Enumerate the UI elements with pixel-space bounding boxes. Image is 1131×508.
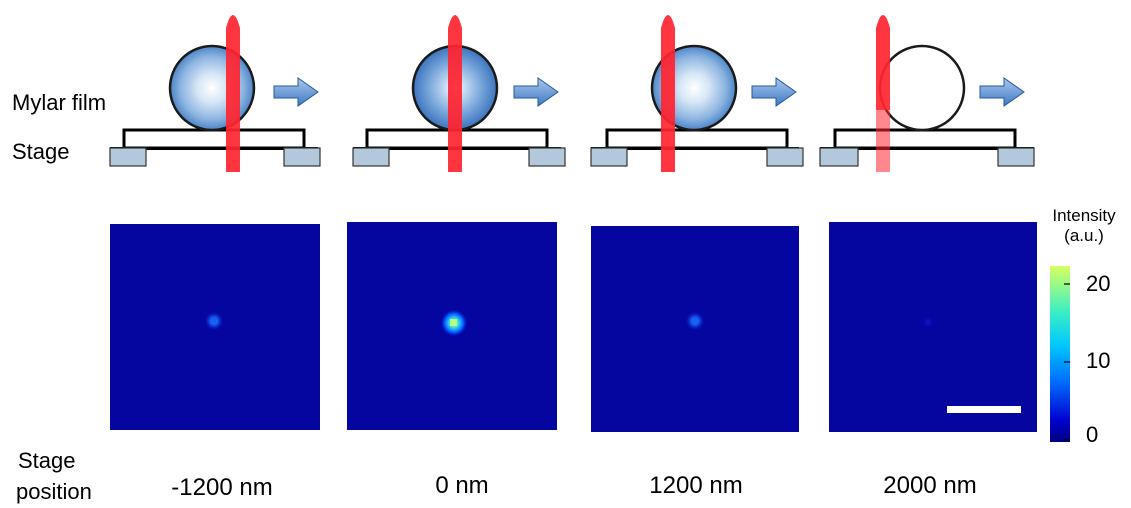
stage-pad-left: [590, 147, 628, 167]
stage-base-bar: [820, 147, 1034, 150]
mylar-ball: [168, 44, 256, 132]
schematic-panel-4: [819, 15, 1035, 172]
colorbar-title-line2: (a.u.): [1064, 225, 1104, 245]
intensity-spot-core: [692, 318, 697, 323]
move-arrow: [273, 77, 319, 107]
stage-pad-right: [766, 147, 804, 167]
stage-position-value-2: 0 nm: [435, 472, 489, 499]
intensity-spot: [921, 315, 935, 329]
stage-pad-left: [352, 147, 390, 167]
move-arrow: [751, 77, 797, 107]
stage-pad-right: [997, 147, 1035, 167]
stage-pad-left: [109, 147, 147, 167]
colorbar: [1050, 266, 1070, 442]
stage-pad-left: [819, 147, 859, 167]
stage-position-value-3: 1200 nm: [649, 472, 743, 499]
colorbar-title-line1: Intensity: [1052, 206, 1116, 225]
stage-position-label-line1: Stage: [18, 448, 76, 473]
mylar-ball: [878, 44, 966, 132]
stage-label: Stage: [12, 139, 70, 164]
stage-base-bar: [591, 147, 799, 150]
mylar-film-label: Mylar film: [12, 90, 107, 115]
stage-plate: [833, 128, 1017, 150]
move-arrow: [979, 77, 1025, 107]
intensity-map-1: [110, 224, 320, 430]
map-background: [829, 222, 1037, 432]
intensity-map-2: [347, 222, 557, 430]
laser-beam: [876, 15, 890, 110]
laser-beam: [448, 15, 462, 172]
stage-plate: [122, 128, 306, 150]
intensity-spot-core: [450, 319, 457, 326]
colorbar-gradient: [1050, 266, 1070, 442]
schematic-panel-2: [352, 15, 566, 172]
stage-position-label-line2: position: [16, 479, 92, 504]
laser-beam: [661, 15, 675, 172]
colorbar-tick-label-0: 0: [1086, 422, 1099, 447]
stage-plate: [605, 128, 789, 150]
laser-beam-lower: [876, 110, 890, 172]
schematic-panel-1: [109, 15, 321, 172]
intensity-spot-core: [211, 318, 216, 323]
laser-beam: [226, 15, 240, 172]
move-arrow: [513, 77, 559, 107]
schematic-panel-3: [590, 15, 804, 172]
scale-bar: [947, 406, 1021, 413]
colorbar-title: Intensity (a.u.): [1038, 206, 1130, 245]
stage-pad-right: [528, 147, 566, 167]
intensity-map-4: [829, 222, 1037, 432]
stage-position-value-4: 2000 nm: [883, 472, 977, 499]
stage-position-value-1: -1200 nm: [171, 474, 273, 501]
stage-base-bar: [110, 147, 318, 150]
colorbar-tick-label-10: 10: [1086, 348, 1111, 373]
stage-pad-right: [283, 147, 321, 167]
colorbar-tick-label-20: 20: [1086, 271, 1111, 296]
intensity-map-3: [591, 226, 799, 432]
